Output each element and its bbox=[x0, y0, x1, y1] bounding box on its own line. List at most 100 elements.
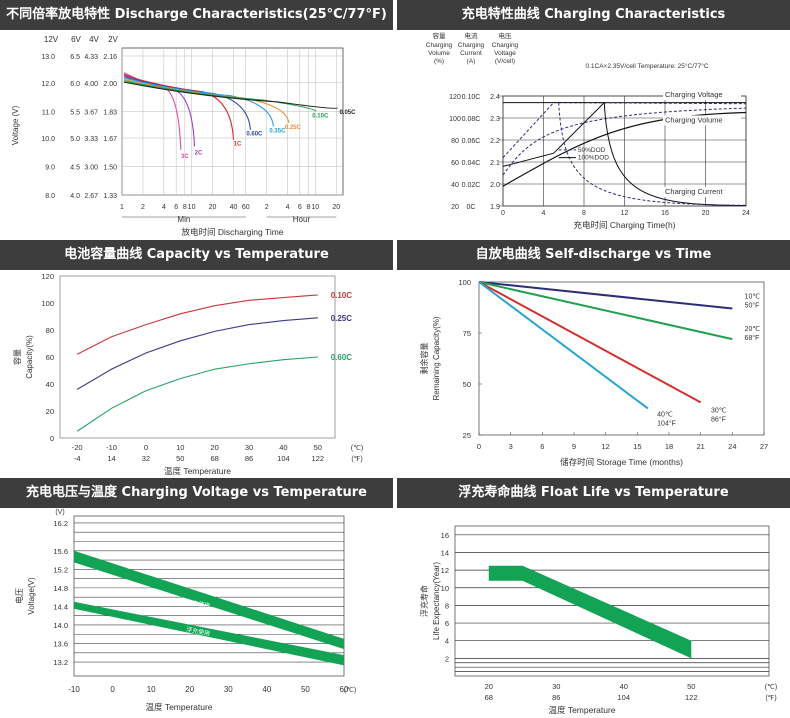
voltage-tick: 3.00 bbox=[84, 165, 98, 172]
x-tick-label: 6 bbox=[174, 204, 178, 211]
charging-band bbox=[74, 550, 344, 650]
current-tick: 0.08C bbox=[462, 116, 481, 123]
charging-volume-100 bbox=[502, 111, 747, 187]
series-label: 86°F bbox=[711, 415, 726, 423]
voltage-tick: 6.0 bbox=[70, 81, 80, 88]
series-label: 2C bbox=[195, 150, 203, 156]
voltage-tick: 1.33 bbox=[103, 193, 117, 200]
y-axis-label-cn: 容量 bbox=[12, 349, 22, 365]
y-tick-label: 8 bbox=[445, 601, 449, 610]
series-label: 10℃ bbox=[745, 293, 761, 300]
chart-capacity: 0 20 40 60 80 100 120 -20 -4 -10 14 0 32 10 50 20 68 30 86… bbox=[12, 272, 364, 476]
x-tick-label: 4 bbox=[542, 210, 546, 217]
x-tick-label: 8 bbox=[307, 204, 311, 211]
self-discharge-line bbox=[478, 281, 733, 310]
annotation-label: Charging Volume bbox=[665, 115, 723, 124]
voltage-tick: 2.0 bbox=[490, 182, 500, 189]
x-tick-label-c: 50 bbox=[687, 682, 695, 691]
x-tick-label: 6 bbox=[298, 204, 302, 211]
y-tick-label: 60 bbox=[46, 353, 54, 362]
series-label: 0.05C bbox=[339, 110, 356, 116]
unit-label: (℃) bbox=[351, 445, 364, 452]
column-header: Voltage bbox=[494, 50, 516, 57]
voltage-tick: 12.0 bbox=[41, 81, 55, 88]
x-tick-label-c: 50 bbox=[314, 443, 322, 452]
series-label: 40℃ bbox=[657, 411, 673, 418]
column-header: Current bbox=[460, 50, 482, 57]
voltage-tick: 1.67 bbox=[103, 136, 117, 143]
column-header: Volume bbox=[428, 50, 450, 57]
x-tick-label: 40 bbox=[230, 204, 238, 211]
column-header: Charging bbox=[458, 42, 485, 49]
y-tick-label: 2 bbox=[445, 654, 449, 663]
voltage-tick: 2.2 bbox=[490, 138, 500, 145]
x-tick-label-f: 122 bbox=[312, 454, 325, 463]
volume-tick: 20 bbox=[451, 204, 459, 211]
chart-charging-voltage: 13.2 13.6 14.0 14.4 14.8 15.2 15.6 16.2 (V) 电压 Vol… bbox=[14, 509, 356, 712]
voltage-tick: 4.0 bbox=[70, 193, 80, 200]
y-axis-label-cn: 电压 bbox=[14, 588, 24, 604]
float-life-band bbox=[488, 565, 692, 659]
x-axis-label: 温度 Temperature bbox=[164, 466, 231, 476]
x-tick-label: 6 bbox=[540, 442, 544, 451]
x-tick-label-c: 30 bbox=[552, 682, 560, 691]
voltage-tick: 4.33 bbox=[84, 54, 98, 61]
series-label: 20℃ bbox=[745, 326, 761, 333]
x-tick-label: 10 bbox=[311, 204, 319, 211]
column-header-cn: 电流 bbox=[465, 31, 479, 40]
y-axis-label: Life Expectancy(Year) bbox=[432, 562, 441, 640]
x-tick-label: 0 bbox=[110, 685, 115, 694]
voltage-tick: 2.00 bbox=[103, 81, 117, 88]
y-tick-label: 16 bbox=[441, 531, 449, 540]
x-tick-label-c: 20 bbox=[211, 443, 219, 452]
unit-label: (℃) bbox=[765, 684, 778, 691]
voltage-tick: 1.9 bbox=[490, 204, 500, 211]
voltage-tick: 3.67 bbox=[84, 109, 98, 116]
voltage-tick: 2.1 bbox=[490, 160, 500, 167]
x-axis-label: 放电时间 Discharging Time bbox=[181, 227, 283, 237]
x-tick-label: 16 bbox=[661, 210, 669, 217]
x-tick-label-f: 68 bbox=[211, 454, 219, 463]
y-tick-label: 15.2 bbox=[53, 565, 68, 574]
plot-frame bbox=[73, 515, 345, 677]
plot-frame bbox=[59, 275, 336, 439]
x-tick-label: 0 bbox=[501, 210, 505, 217]
x-tick-label: 20 bbox=[332, 204, 340, 211]
x-tick-label: 60 bbox=[242, 204, 250, 211]
x-tick-label: 24 bbox=[728, 442, 736, 451]
x-tick-label-f: 86 bbox=[245, 454, 253, 463]
voltage-tick: 3.33 bbox=[84, 136, 98, 143]
x-tick-label: 24 bbox=[742, 210, 750, 217]
column-header: Charging bbox=[492, 42, 519, 49]
voltage-tick: 1.83 bbox=[103, 109, 117, 116]
x-tick-label: 21 bbox=[696, 442, 704, 451]
series-label: 50°F bbox=[745, 301, 760, 309]
voltage-tick: 5.5 bbox=[70, 109, 80, 116]
y-axis-label: Voltage (V) bbox=[11, 105, 20, 145]
x-tick-label-c: -20 bbox=[72, 443, 83, 452]
column-header-cn: 容量 bbox=[433, 31, 447, 40]
y-tick-label: 10 bbox=[441, 584, 449, 593]
annotation-label: Charging Current bbox=[665, 187, 723, 196]
volume-tick: 100 bbox=[449, 116, 461, 123]
x-tick-label-f: -4 bbox=[74, 454, 81, 463]
x-tick-label: 50 bbox=[301, 685, 310, 694]
discharge-curve-0.10C bbox=[123, 80, 317, 112]
series-label: 0.25C bbox=[285, 125, 302, 131]
x-tick-label-f: 32 bbox=[142, 454, 150, 463]
y-tick-label: 14.8 bbox=[53, 584, 68, 593]
x-axis-label: 温度 Temperature bbox=[145, 702, 212, 712]
panel-title: 充电特性曲线 Charging Characteristics bbox=[397, 0, 790, 30]
x-tick-label-f: 104 bbox=[618, 693, 631, 702]
column-header: (%) bbox=[434, 58, 444, 65]
y-tick-label: 80 bbox=[46, 326, 54, 335]
x-tick-label: 8 bbox=[183, 204, 187, 211]
column-header: (A) bbox=[467, 58, 476, 65]
condition-label: 0.1CA×2.35V/cell Temperature: 25°C/77°C bbox=[585, 62, 708, 70]
x-tick-label-c: -10 bbox=[106, 443, 117, 452]
series-label: 0.25C bbox=[331, 314, 353, 323]
capacity-series-0.60C bbox=[76, 356, 318, 432]
voltage-tick: 4.5 bbox=[70, 165, 80, 172]
voltage-tick: 2.67 bbox=[84, 193, 98, 200]
panel-title: 自放电曲线 Self-discharge vs Time bbox=[397, 240, 790, 270]
